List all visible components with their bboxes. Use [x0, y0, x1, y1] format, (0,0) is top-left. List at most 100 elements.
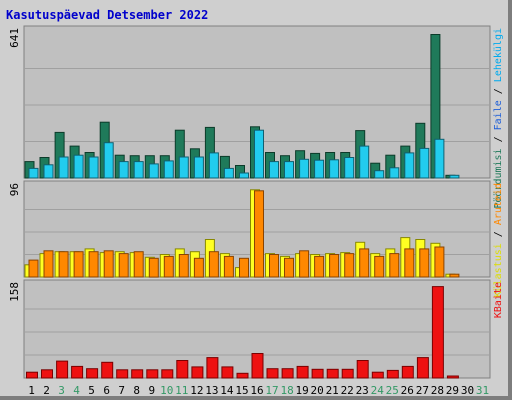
bar	[449, 174, 460, 179]
bar	[56, 360, 69, 379]
bar	[434, 138, 445, 179]
x-tick-label: 24	[371, 384, 385, 396]
x-tick-label: 13	[205, 384, 218, 396]
bar	[191, 366, 204, 379]
bar	[58, 156, 69, 179]
x-tick-label: 22	[341, 384, 354, 396]
bar	[239, 257, 249, 278]
bar	[86, 368, 99, 379]
bar	[401, 365, 414, 379]
bar	[254, 129, 264, 179]
series-label-part: Pöördumisi	[493, 148, 504, 208]
bar	[161, 369, 174, 379]
y-max-label: 158	[8, 282, 21, 302]
bar	[101, 361, 114, 379]
x-tick-label: 5	[88, 384, 95, 396]
x-tick-label: 19	[295, 384, 308, 396]
series-label-part: Külastusi	[493, 243, 504, 297]
series-label-part: Aruteid	[493, 183, 504, 225]
panel-top: 641 Pöördumisi / Faile / Lehekülgi	[8, 25, 504, 209]
series-label-part: /	[493, 82, 504, 100]
x-axis-labels: 1 2 3 4 5 6 7 8 9 10 11 12 13 14 15 16 17 18 19 20 21 22 23 24 2…	[28, 384, 489, 396]
bar	[326, 368, 339, 379]
series-Faile	[28, 129, 460, 179]
series-Aruteid	[28, 190, 460, 278]
bar	[236, 372, 249, 379]
bar	[41, 369, 53, 379]
bar	[386, 369, 399, 379]
bar	[73, 251, 84, 278]
bar	[71, 365, 84, 379]
bar	[419, 147, 430, 179]
series-label-part: /	[493, 130, 504, 148]
x-tick-label: 30	[461, 384, 474, 396]
x-tick-label: 27	[416, 384, 429, 396]
bar	[341, 368, 354, 379]
bar	[73, 154, 84, 179]
bar	[374, 170, 385, 179]
series-label-part: Lehekülgi	[493, 28, 504, 82]
chart-title: Kasutuspäevad Detsember 2022	[6, 8, 208, 22]
bar	[371, 371, 384, 379]
series-label-part: /	[493, 225, 504, 243]
x-tick-label: 25	[386, 384, 399, 396]
bar	[163, 160, 174, 179]
bar	[431, 286, 444, 379]
chart-panels: 641 Pöördumisi / Faile / Lehekülgi 96 Külas…	[8, 25, 504, 379]
series-label-part: Faile	[493, 100, 504, 130]
bar	[178, 156, 189, 179]
bar	[208, 152, 219, 179]
bar	[404, 248, 415, 278]
series-label-bottom: KBaite	[493, 282, 504, 318]
bar	[26, 371, 38, 379]
bar	[284, 257, 294, 278]
bar	[314, 159, 325, 179]
bar	[281, 368, 294, 379]
bar	[221, 366, 234, 379]
bar	[133, 251, 144, 278]
x-tick-label: 8	[133, 384, 140, 396]
series-label-top: Pöördumisi / Faile / Lehekülgi	[493, 28, 504, 209]
x-tick-label: 21	[326, 384, 339, 396]
bar	[269, 161, 279, 179]
bar	[118, 161, 129, 179]
x-tick-label: 2	[43, 384, 50, 396]
bar	[284, 161, 294, 179]
bar	[118, 253, 129, 278]
bar	[193, 257, 204, 278]
bar	[296, 365, 309, 379]
bar	[266, 368, 279, 379]
bar	[88, 156, 99, 179]
series-KBaite	[26, 286, 459, 379]
bar	[251, 353, 264, 379]
bar	[148, 257, 159, 278]
bar	[103, 142, 114, 179]
bar	[254, 190, 264, 278]
x-tick-label: 28	[431, 384, 444, 396]
bar	[43, 164, 54, 179]
bar	[329, 159, 340, 179]
series-label-middle: Külastusi / Aruteid	[493, 183, 504, 297]
bar	[269, 254, 279, 278]
x-tick-label: 10	[160, 384, 173, 396]
bar	[133, 161, 144, 179]
bar	[206, 357, 219, 379]
bar	[344, 157, 355, 179]
bar	[131, 369, 144, 379]
bar	[223, 255, 234, 278]
panel-bottom: 158 KBaite	[8, 279, 504, 379]
series-label-part: KBaite	[493, 282, 504, 318]
panel-middle: 96 Külastusi / Aruteid	[8, 180, 504, 297]
bar	[329, 254, 340, 278]
bar	[28, 259, 39, 278]
bar	[163, 255, 174, 278]
bar	[176, 360, 189, 379]
bar	[446, 375, 459, 379]
bar	[374, 255, 385, 278]
x-tick-label: 11	[175, 384, 188, 396]
bar	[434, 246, 445, 278]
x-tick-label: 7	[118, 384, 125, 396]
bar	[103, 250, 114, 278]
x-tick-label: 18	[280, 384, 293, 396]
